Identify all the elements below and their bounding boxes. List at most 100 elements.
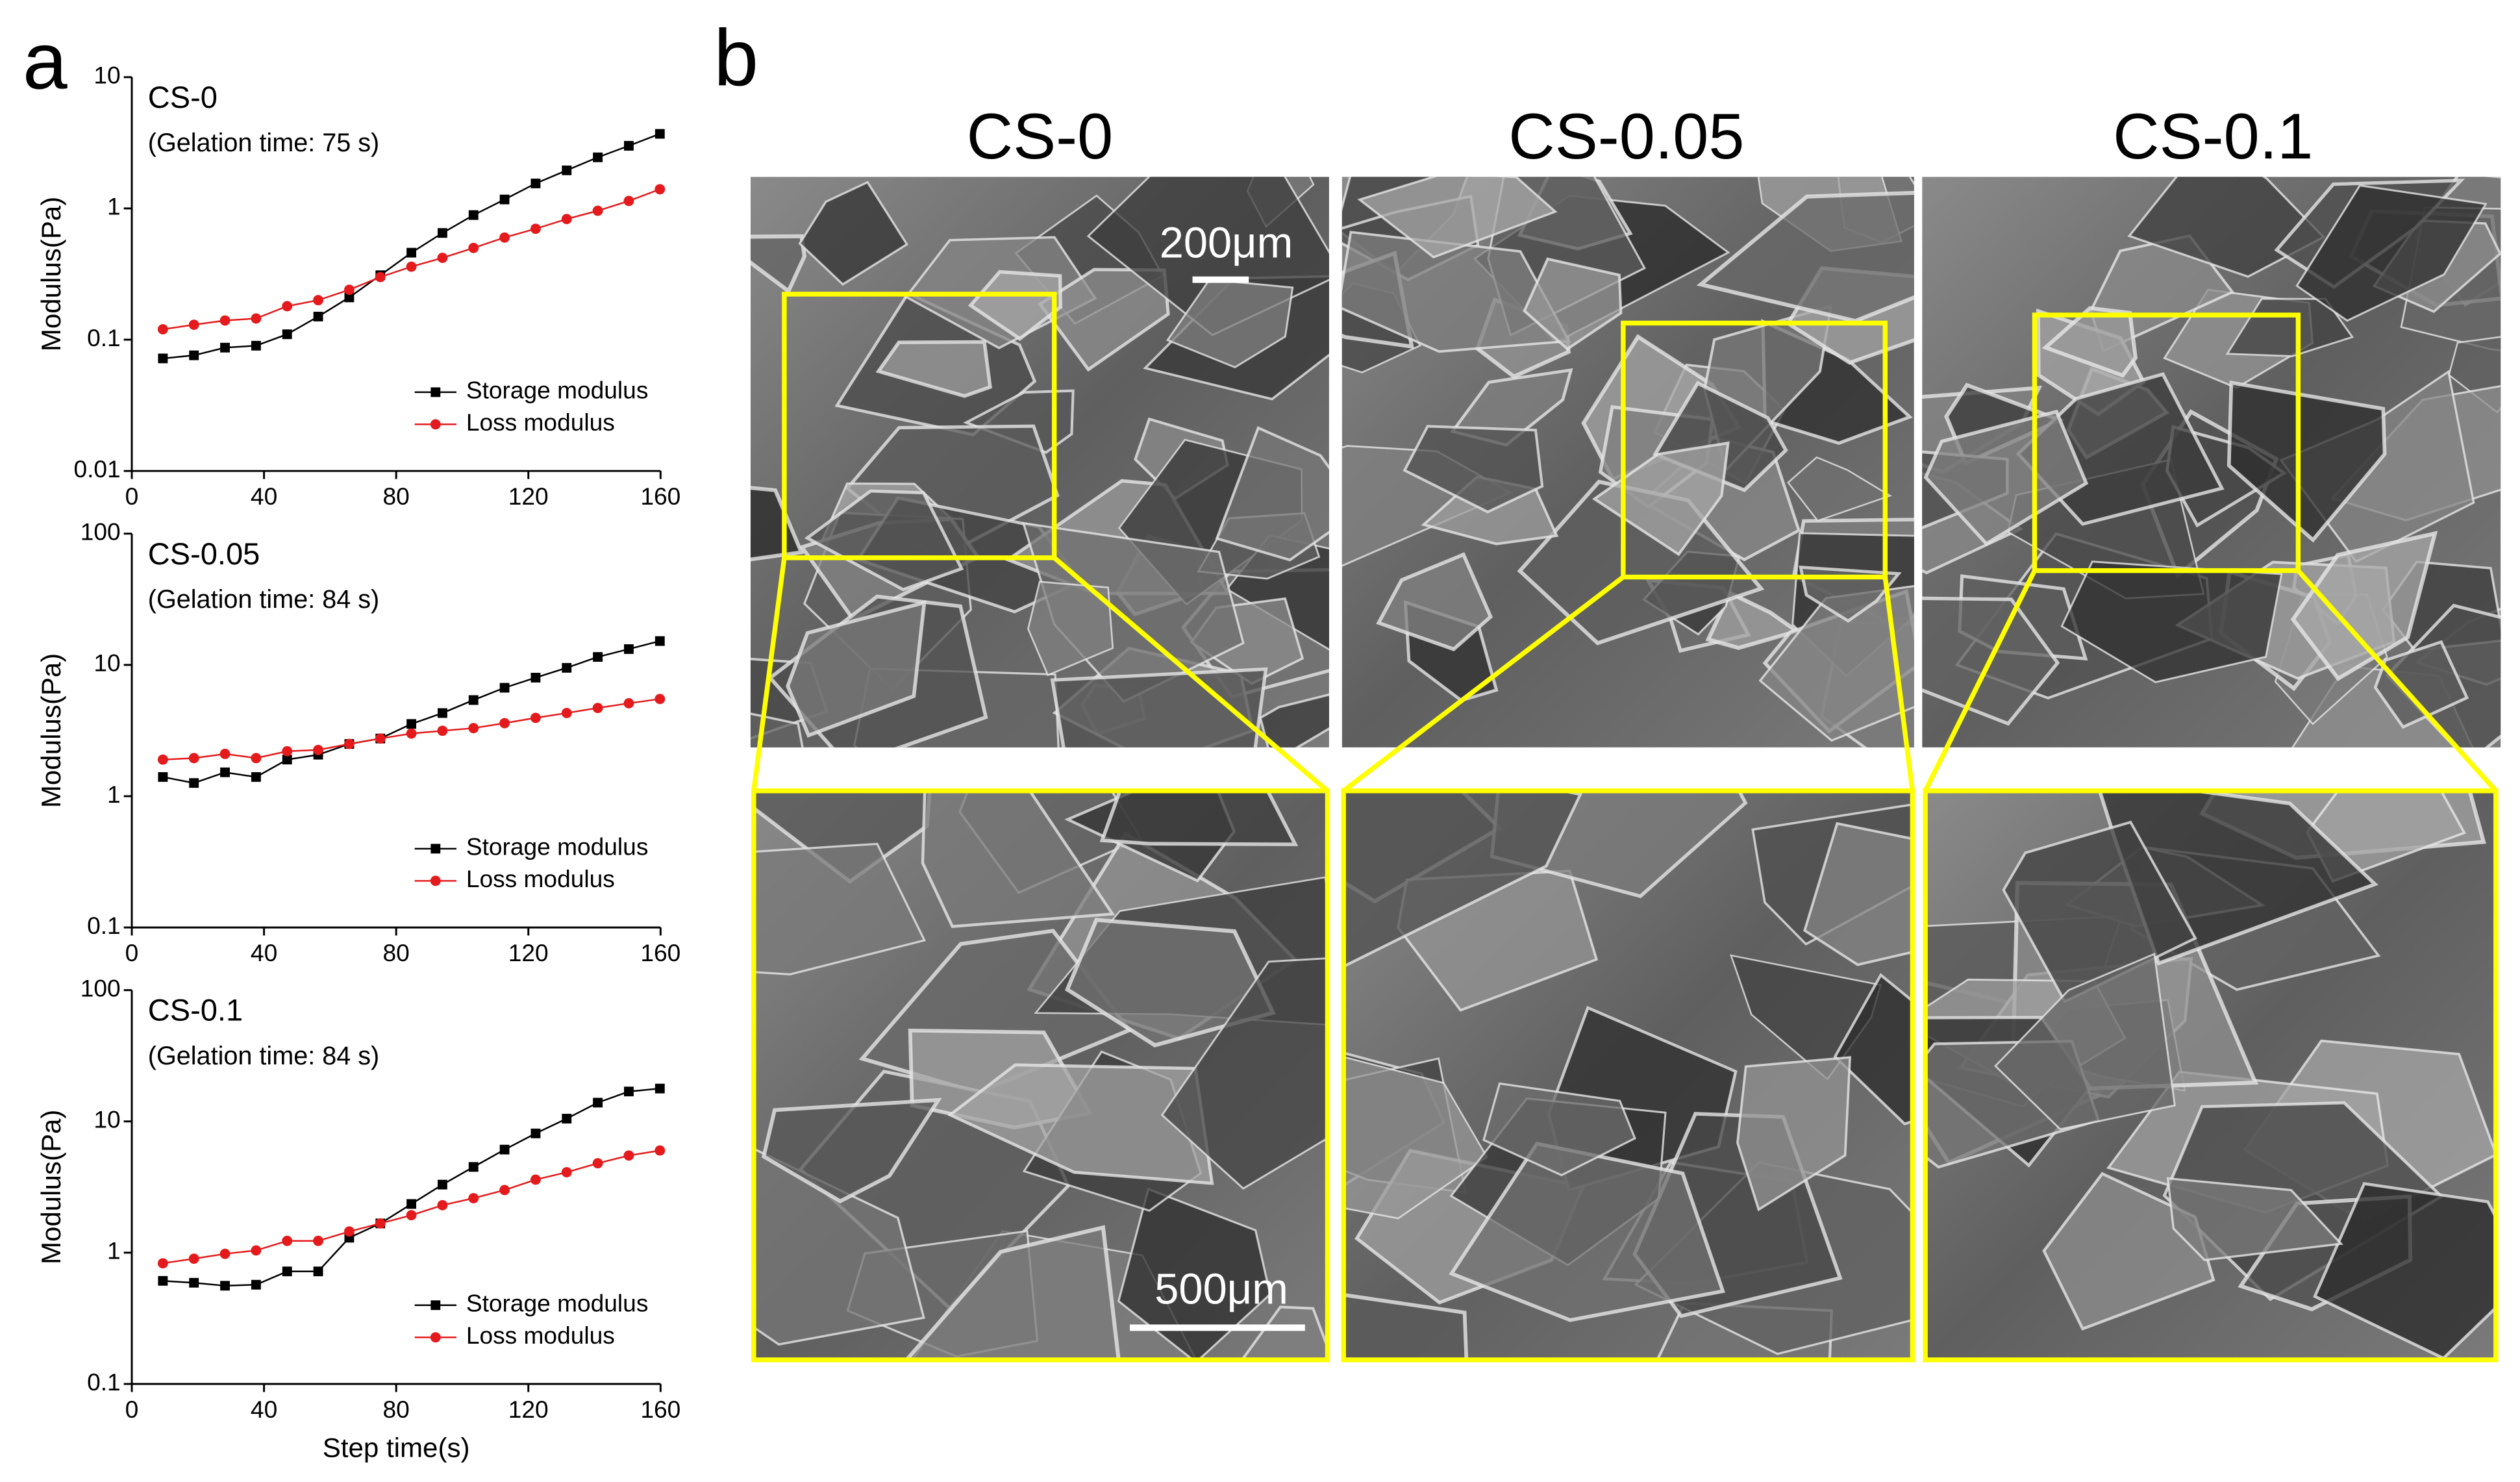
sem-sheet (1799, 565, 1902, 623)
sem-sheet (1343, 790, 1582, 968)
data-point (220, 342, 230, 353)
sem-sheet (1803, 822, 1913, 966)
zoom-frame (1341, 788, 1915, 1363)
y-tick-label: 1 (107, 193, 121, 220)
data-point (343, 738, 355, 749)
data-point (592, 205, 603, 216)
sem-sheet (1994, 952, 2176, 1131)
zoom-box (1621, 320, 1888, 580)
sem-sheet (1258, 693, 1329, 747)
data-point (219, 1248, 231, 1259)
x-tick-label: 80 (383, 939, 410, 966)
y-tick-label: 0.01 (73, 455, 120, 483)
column-title: CS-0.1 (2113, 100, 2313, 172)
data-point (437, 708, 447, 718)
data-point (251, 313, 262, 324)
sem-sheet (1923, 409, 2089, 546)
sem-image (1343, 790, 1913, 1360)
sem-sheet (875, 340, 992, 398)
data-point (561, 214, 572, 225)
legend-marker (430, 875, 441, 886)
data-point (343, 1226, 355, 1237)
panel-label: a (23, 17, 68, 107)
data-point (313, 1235, 323, 1246)
data-point (468, 1162, 479, 1172)
data-point (468, 210, 479, 220)
sem-panel: CS-0 CS-0.05 CS-0.1 200μm 500μm (750, 100, 2501, 1363)
sem-sheet (1591, 441, 1730, 557)
data-point (562, 165, 572, 175)
data-point (375, 271, 386, 283)
data-point (282, 746, 293, 757)
data-point (313, 1266, 323, 1277)
y-tick-label: 100 (81, 518, 121, 546)
data-point (375, 1218, 386, 1229)
y-axis-label: Modulus(Pa) (36, 653, 66, 808)
chart-subtitle: (Gelation time: 84 s) (148, 1042, 379, 1070)
data-point (282, 329, 292, 340)
x-tick-label: 160 (640, 939, 680, 966)
x-tick-label: 120 (508, 939, 549, 966)
zoom-line (2296, 569, 2498, 793)
data-point (220, 767, 230, 777)
data-point (158, 353, 168, 364)
data-point (624, 141, 634, 151)
y-tick-label: 0.1 (87, 912, 121, 939)
data-point (499, 232, 510, 243)
data-point (343, 284, 355, 295)
data-point (344, 292, 355, 303)
data-point (189, 350, 199, 360)
legend-label: Loss modulus (466, 408, 615, 436)
x-tick-label: 80 (383, 483, 410, 510)
x-tick-label: 40 (251, 483, 277, 510)
data-point (468, 723, 479, 734)
data-point (157, 1258, 168, 1269)
data-point (530, 712, 541, 723)
chart-title: CS-0.1 (148, 993, 243, 1027)
data-point (624, 1086, 634, 1097)
sem-sheet (1160, 957, 1328, 1190)
data-point (499, 683, 510, 693)
sem-sheet (798, 181, 909, 286)
sem-sheet (1833, 973, 1913, 1125)
legend-label: Storage modulus (466, 833, 649, 860)
data-point (282, 301, 293, 312)
x-tick-label: 120 (508, 483, 549, 510)
data-point (530, 1174, 541, 1185)
data-point (623, 698, 634, 709)
sem-sheet (1482, 1082, 1636, 1177)
data-point (499, 718, 510, 729)
data-point (251, 1279, 261, 1290)
legend-label: Loss modulus (466, 1322, 615, 1349)
series-line (162, 1087, 660, 1287)
sem-images (750, 177, 2501, 1360)
zoom-line (751, 557, 787, 792)
scale-bar-label: 200μm (1160, 219, 1293, 267)
data-point (561, 708, 572, 718)
sem-image (1341, 177, 1914, 747)
data-point (219, 748, 231, 759)
x-tick-label: 160 (640, 483, 680, 510)
data-point (468, 1193, 479, 1203)
sem-sheet (1343, 1056, 1488, 1220)
x-tick-label: 0 (125, 483, 139, 510)
y-tick-label: 0.1 (87, 324, 121, 351)
sem-sheet (750, 486, 805, 562)
data-point (437, 725, 448, 736)
sem-sheet (1099, 790, 1299, 846)
data-point (313, 744, 323, 755)
sem-sheet (2127, 177, 2326, 278)
sem-image (750, 177, 1329, 747)
data-point (593, 652, 603, 662)
x-tick-label: 0 (125, 1396, 139, 1423)
data-point (313, 312, 323, 321)
x-tick-label: 80 (383, 1396, 410, 1423)
panel-label: b (714, 14, 758, 103)
data-point (313, 295, 323, 306)
sem-sheet (904, 1225, 1121, 1360)
data-point (189, 778, 199, 788)
chart-title: CS-0.05 (148, 536, 260, 571)
